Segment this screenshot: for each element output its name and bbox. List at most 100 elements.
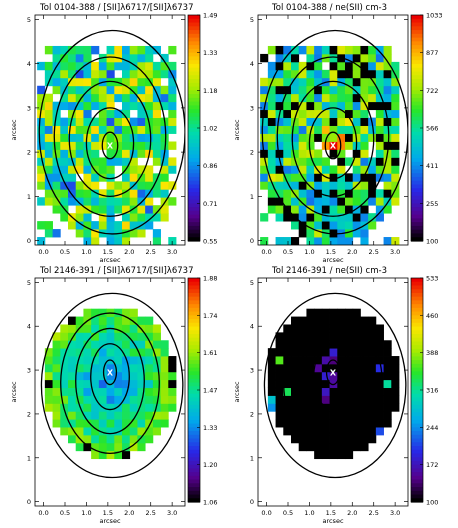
colorbar-swatch	[411, 225, 423, 231]
map-pixel	[360, 85, 369, 95]
map-pixel	[60, 165, 69, 174]
x-tick-label: 2.0	[347, 248, 357, 256]
map-pixel	[283, 173, 292, 182]
map-pixel	[122, 93, 131, 103]
map-pixel	[306, 109, 315, 119]
map-pixel	[291, 45, 300, 55]
map-pixel	[375, 165, 384, 174]
map-pixel	[98, 125, 107, 134]
y-tick-label: 4	[250, 60, 254, 68]
colorbar-swatch	[411, 304, 423, 309]
plot-frame	[34, 14, 186, 246]
y-tick-label: 4	[27, 60, 31, 68]
map-pixel	[306, 61, 315, 71]
map-pixel	[283, 332, 292, 341]
colorbar-swatch	[411, 419, 423, 425]
map-pixel	[106, 101, 115, 111]
map-pixel	[329, 419, 338, 428]
map-pixel	[137, 371, 146, 381]
map-pixel	[329, 363, 338, 373]
map-pixel	[145, 85, 154, 95]
map-pixel	[137, 61, 146, 71]
map-pixel	[375, 371, 384, 381]
map-pixel	[60, 395, 69, 404]
colorbar-swatch	[188, 124, 200, 129]
map-pixel	[337, 427, 346, 436]
map-pixel	[75, 427, 84, 436]
map-pixel	[306, 395, 315, 404]
map-pixel	[329, 197, 338, 206]
map-pixel	[291, 101, 300, 111]
map-pixel	[275, 371, 284, 381]
map-pixel	[106, 237, 115, 245]
peak-marker: X	[330, 368, 337, 377]
map-pixel	[337, 197, 346, 206]
map-pixel	[168, 363, 177, 373]
map-pixel	[129, 403, 138, 412]
colorbar-swatch	[188, 161, 200, 167]
map-pixel	[391, 109, 400, 119]
colorbar-swatch	[411, 494, 423, 499]
map-pixel	[60, 348, 69, 357]
x-tick-label: 3.0	[390, 509, 400, 517]
map-pixel	[383, 77, 392, 87]
map-pixel	[114, 149, 123, 158]
map-pixel	[52, 189, 61, 198]
map-pixel	[114, 93, 123, 103]
map-pixel	[60, 363, 69, 373]
map-pixel	[83, 348, 92, 357]
map-pixel	[283, 213, 292, 222]
map-pixel	[298, 69, 307, 79]
x-tick-label: 0.5	[60, 248, 70, 256]
map-pixel	[352, 427, 361, 436]
map-pixel	[122, 450, 131, 460]
map-pixel	[152, 181, 161, 190]
map-pixel	[129, 324, 138, 333]
map-pixel	[321, 213, 330, 222]
map-pixel	[152, 133, 161, 142]
map-pixel	[383, 205, 392, 214]
colorbar-tick-label: 316	[426, 387, 438, 395]
colorbar-swatch	[411, 319, 423, 324]
map-pixel	[283, 371, 292, 381]
map-pixel	[75, 197, 84, 206]
map-pixel	[383, 53, 392, 63]
map-pixel	[329, 141, 338, 150]
map-pixel	[329, 149, 338, 158]
map-pixel	[345, 419, 354, 428]
map-pixel	[129, 308, 138, 317]
x-tick-label: 2.5	[146, 509, 156, 517]
map-pixel	[352, 411, 361, 420]
contour-line-1	[324, 131, 342, 160]
map-pixel	[98, 363, 107, 373]
map-pixel	[106, 403, 115, 412]
colorbar-swatch	[411, 188, 423, 193]
map-pixel	[91, 229, 100, 238]
map-pixel	[114, 427, 123, 436]
colorbar-swatch	[411, 341, 423, 346]
map-pixel	[391, 101, 400, 111]
map-pixel	[68, 149, 77, 158]
map-pixel	[329, 442, 338, 452]
colorbar-swatch	[188, 315, 200, 320]
map-pixel	[314, 442, 323, 452]
colorbar-swatch	[188, 371, 200, 376]
colorbar-swatch	[188, 419, 200, 425]
map-pixel	[68, 411, 77, 420]
plot-area: X	[260, 29, 408, 245]
map-pixel	[352, 117, 361, 126]
colorbar-swatch	[411, 143, 423, 148]
map-pixel	[314, 53, 323, 63]
colorbar-swatch	[411, 498, 423, 503]
map-pixel	[275, 237, 284, 245]
map-pixel	[314, 101, 323, 111]
colorbar-swatch	[411, 82, 423, 88]
map-pixel	[114, 403, 123, 412]
map-pixel	[137, 332, 146, 341]
map-pixel	[152, 109, 161, 119]
map-pixel	[337, 379, 346, 389]
map-pixel	[314, 221, 323, 230]
map-pixel	[267, 133, 276, 142]
map-pixel	[91, 419, 100, 428]
colorbar-swatch	[411, 438, 423, 443]
